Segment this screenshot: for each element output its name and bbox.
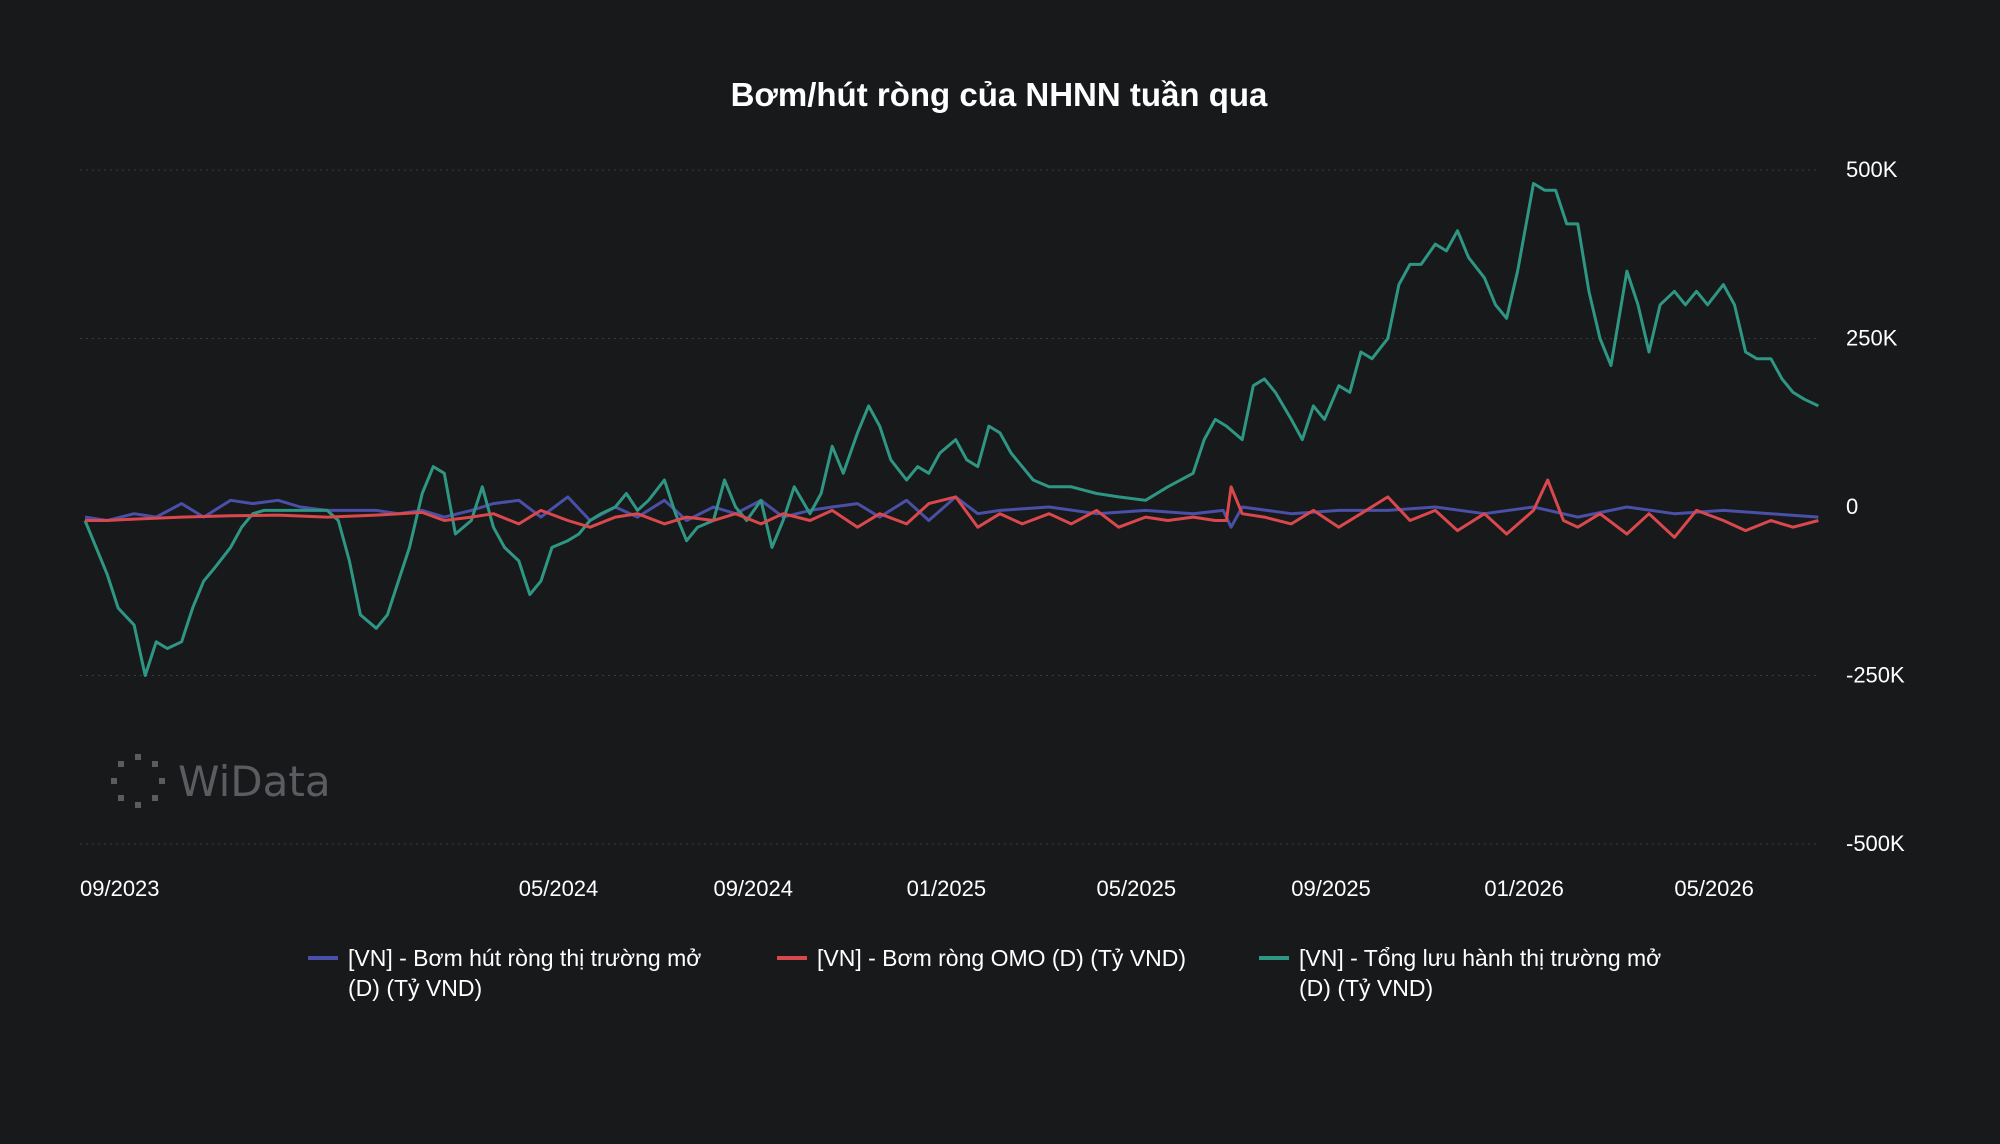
watermark-text: WiData (178, 757, 331, 806)
legend-item-2[interactable]: [VN] - Bơm ròng OMO (D) (Tỷ VND) (777, 945, 1186, 971)
legend-label: [VN] - Tổng lưu hành thị trường mở (1299, 945, 1661, 971)
watermark-dot (152, 795, 158, 801)
x-tick-label: 05/2024 (519, 876, 599, 901)
legend-label: [VN] - Bơm ròng OMO (D) (Tỷ VND) (817, 945, 1186, 971)
watermark-dot (152, 761, 158, 767)
x-axis-ticks: 09/2023 05/2024 09/2024 01/2025 05/2025 09/20… (80, 876, 1754, 901)
watermark-dot (118, 795, 124, 801)
watermark-dot (159, 778, 165, 784)
watermark-logo-icon (111, 754, 165, 808)
series-line-3 (83, 182, 1820, 677)
x-tick-label: 09/2023 (80, 876, 160, 901)
y-tick-label: -500K (1846, 831, 1905, 856)
y-tick-label: 0 (1846, 494, 1858, 519)
y-tick-label: 250K (1846, 326, 1898, 351)
watermark-dot (135, 754, 141, 760)
y-axis-ticks: 500K 250K 0 -250K -500K (1846, 157, 1905, 856)
x-tick-label: 09/2025 (1291, 876, 1371, 901)
y-tick-label: 500K (1846, 157, 1898, 182)
x-tick-label: 05/2026 (1674, 876, 1754, 901)
x-tick-label: 01/2025 (907, 876, 987, 901)
legend: [VN] - Bơm hút ròng thị trường mở (D) (Tỷ… (308, 945, 1661, 1001)
grid-lines (80, 169, 1820, 845)
watermark: WiData (111, 754, 331, 808)
watermark-dot (135, 802, 141, 808)
series-line-1 (84, 495, 1819, 529)
legend-item-3[interactable]: [VN] - Tổng lưu hành thị trường mở (D) (… (1259, 945, 1661, 1001)
series-lines (83, 182, 1820, 677)
legend-label: (D) (Tỷ VND) (1299, 975, 1433, 1001)
watermark-dot (118, 761, 124, 767)
x-tick-label: 01/2026 (1484, 876, 1564, 901)
legend-label: [VN] - Bơm hút ròng thị trường mở (348, 945, 701, 971)
legend-label: (D) (Tỷ VND) (348, 975, 482, 1001)
x-tick-label: 05/2025 (1097, 876, 1177, 901)
legend-item-1[interactable]: [VN] - Bơm hút ròng thị trường mở (D) (Tỷ… (308, 945, 701, 1001)
series-line-2 (85, 478, 1819, 539)
chart-title: Bơm/hút ròng của NHNN tuần qua (731, 76, 1268, 113)
x-tick-label: 09/2024 (713, 876, 793, 901)
watermark-dot (111, 778, 117, 784)
y-tick-label: -250K (1846, 663, 1905, 688)
